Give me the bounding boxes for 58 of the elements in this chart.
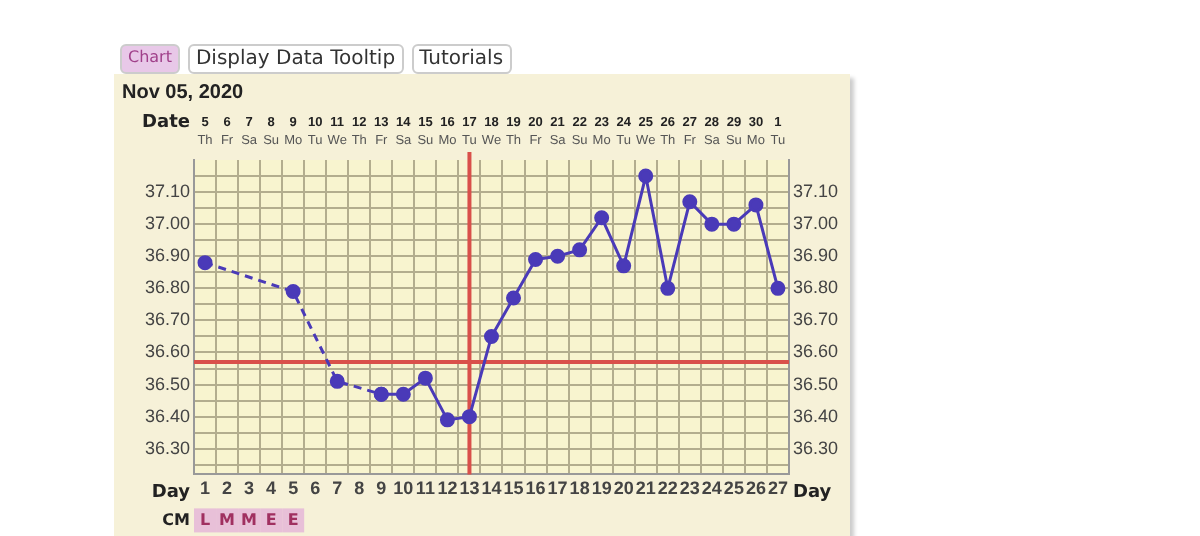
x-tick-label: 2 (222, 478, 233, 499)
y-tick-label: 36.50 (144, 373, 190, 394)
y2-tick-label: 36.60 (792, 341, 839, 362)
y2-tick-label: 36.70 (792, 309, 839, 330)
x-tick-label: 27 (767, 478, 788, 499)
text: M (241, 510, 258, 529)
x-tick-label: 18 (569, 478, 590, 499)
x-tick-label: 24 (701, 478, 722, 499)
x-tick-label: 21 (635, 478, 656, 499)
x-tick-label: 9 (376, 478, 387, 499)
x-tick-label: 19 (591, 478, 612, 499)
x-tick-label: 26 (745, 478, 766, 499)
chart-title: Nov 05, 2020 (122, 81, 245, 104)
x-tick-label: 15 (503, 478, 524, 499)
x-tick-label: 6 (310, 478, 321, 499)
y-tick-label: 36.80 (144, 277, 190, 298)
y-tick-label: 37.10 (144, 181, 190, 202)
x-tick-label: 20 (613, 478, 634, 499)
x-tick-label: 3 (244, 478, 255, 499)
x-tick-label: 12 (437, 478, 458, 499)
x-tick-label: 16 (525, 478, 546, 499)
text: E (287, 510, 299, 529)
tab-button: Display Data Tooltip (187, 44, 404, 74)
y2-tick-label: 36.30 (792, 437, 839, 458)
x-tick-label: 7 (332, 478, 343, 499)
tab-button: Chart (120, 44, 180, 74)
x-tick-label: 4 (266, 478, 277, 499)
x-tick-label: 11 (415, 478, 435, 499)
x-tick-label: 17 (547, 478, 568, 499)
x-tick-label: 1 (200, 478, 211, 499)
y-tick-label: 36.40 (144, 405, 190, 426)
y-tick-label: 36.70 (144, 309, 190, 330)
x-tick-label: 5 (288, 478, 299, 499)
tab-button: Tutorials (411, 44, 512, 74)
y2-tick-label: 36.50 (792, 373, 839, 394)
y2-tick-label: 37.10 (792, 181, 839, 202)
text: Day (151, 483, 190, 504)
text: E (265, 510, 277, 529)
text: M (219, 510, 236, 529)
y-tick-label: 36.90 (144, 245, 190, 266)
y-tick-label: 36.30 (144, 437, 190, 458)
x-tick-label: 8 (354, 478, 365, 499)
y2-tick-label: 37.00 (792, 213, 839, 234)
x-tick-label: 22 (657, 478, 678, 499)
x-tick-label: 25 (723, 478, 744, 499)
x-tick-label: 14 (481, 478, 502, 499)
y-tick-label: 36.60 (144, 341, 190, 362)
text: CM (162, 510, 191, 529)
y2-tick-label: 36.80 (792, 277, 839, 298)
y2-tick-label: 36.40 (792, 405, 839, 426)
x2-axis-title: Date (142, 112, 190, 133)
text: L (199, 510, 211, 529)
x-axis-title: Day (792, 483, 832, 504)
y-tick-label: 37.00 (144, 213, 190, 234)
x-tick-label: 13 (459, 478, 480, 499)
x-tick-label: 10 (393, 478, 414, 499)
y2-tick-label: 36.90 (792, 245, 839, 266)
x-tick-label: 23 (679, 478, 700, 499)
